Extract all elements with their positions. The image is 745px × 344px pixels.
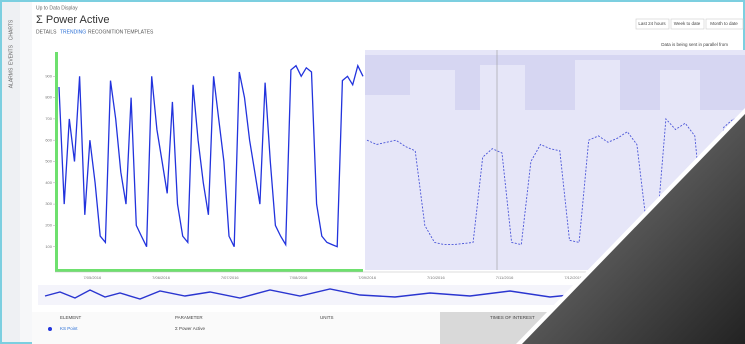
tab[interactable]: RECOGNITION <box>88 29 124 35</box>
y-tick-label: 200 <box>45 222 52 227</box>
y-tick-label: 700 <box>45 116 52 121</box>
y-tick-label: 800 <box>45 95 52 100</box>
x-tick-label: 7/07/2016 <box>221 275 240 280</box>
table-header: UNITS <box>320 315 334 320</box>
x-tick-label: 7/10/2016 <box>427 275 446 280</box>
button-label[interactable]: Week to date <box>674 21 701 26</box>
x-tick-label: 7/08/2016 <box>290 275 309 280</box>
button[interactable] <box>635 18 670 30</box>
y-tick-label: 600 <box>45 137 52 142</box>
table-cell: Σ Power Active <box>175 326 206 331</box>
button-label[interactable]: Last 24 hours <box>638 21 666 26</box>
overlay-edge <box>516 108 745 344</box>
table-header: TIMES OF INTEREST <box>490 315 535 320</box>
button[interactable] <box>670 18 705 30</box>
notice: Data is being sent in parallel from <box>661 42 728 47</box>
page-title: Σ Power Active <box>36 14 109 26</box>
tab-active[interactable]: TRENDING <box>60 29 86 35</box>
y-tick-label: 400 <box>45 180 52 185</box>
x-tick-label: 7/05/2016 <box>83 275 102 280</box>
forecast-envelope <box>365 55 745 110</box>
navigator-trace <box>44 288 741 300</box>
range-marker <box>55 52 58 270</box>
sidebar <box>2 2 20 342</box>
tab[interactable]: TEMPLATES <box>124 29 154 35</box>
sidebar-tab[interactable]: EVENTS <box>8 44 14 65</box>
y-tick-label: 300 <box>45 201 52 206</box>
y-tick-label: 100 <box>45 244 52 249</box>
sidebar-tab[interactable]: ALARMS <box>8 67 14 88</box>
table-header: ELEMENT <box>60 315 82 320</box>
tab[interactable]: DETAILS <box>36 29 57 35</box>
range-marker <box>55 269 363 272</box>
button[interactable] <box>705 18 744 30</box>
legend-dot <box>48 327 52 331</box>
button-label[interactable]: Month to date <box>710 21 738 26</box>
breadcrumb[interactable]: Up to Data Display <box>36 5 78 11</box>
plot: 100 200 300 400 500 600 700 800 900 7/05/2016 7/06… <box>45 63 744 280</box>
data-trace <box>58 63 364 248</box>
x-tick-label: 7/11/2016 <box>496 275 514 280</box>
sidebar-tab[interactable]: CHARTS <box>8 19 14 40</box>
sidebar-inner <box>20 2 32 342</box>
y-tick-label: 500 <box>45 159 52 164</box>
y-tick-label: 900 <box>45 73 52 78</box>
x-tick-label: 7/12/2016 <box>564 275 583 280</box>
table-cell[interactable]: KS Point <box>60 326 78 331</box>
table-header: PARAMETER <box>175 315 203 320</box>
forecast-trace <box>366 117 744 246</box>
x-tick-label: 7/09/2016 <box>358 275 377 280</box>
x-tick-label: 7/06/2016 <box>152 275 171 280</box>
